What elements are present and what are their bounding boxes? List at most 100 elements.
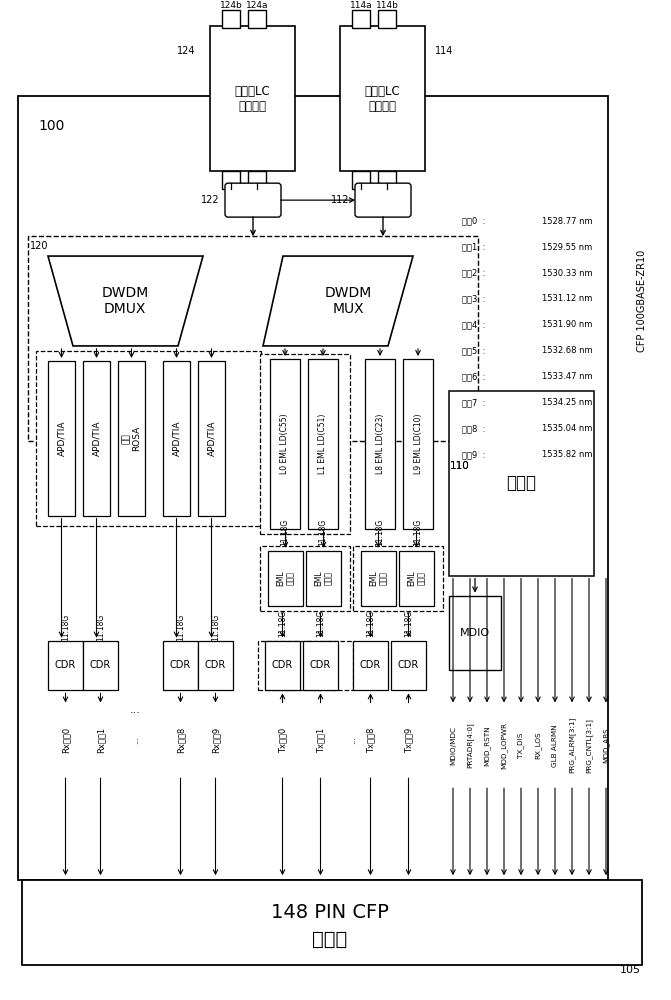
Text: APD/TIA: APD/TIA <box>172 421 181 456</box>
Text: PRG_ALRM[3:1]: PRG_ALRM[3:1] <box>568 717 575 773</box>
Text: Rx通道1: Rx通道1 <box>96 727 105 753</box>
Bar <box>258 641 353 690</box>
Text: Rx通道0: Rx通道0 <box>61 727 70 753</box>
Bar <box>449 391 594 576</box>
Text: 通道6  :: 通道6 : <box>462 372 485 381</box>
Text: 110: 110 <box>450 461 470 471</box>
Text: 11.18G: 11.18G <box>413 519 423 546</box>
Text: 148 PIN CFP: 148 PIN CFP <box>271 903 389 922</box>
Text: 通道0  :: 通道0 : <box>462 217 485 226</box>
Text: ...: ... <box>348 736 357 744</box>
Text: 通道4  :: 通道4 : <box>462 320 485 329</box>
Text: 通道3  :: 通道3 : <box>462 294 485 303</box>
Text: L8 EML LD(C23): L8 EML LD(C23) <box>376 414 384 474</box>
Bar <box>391 641 426 690</box>
Bar <box>198 641 233 690</box>
Bar <box>340 26 425 171</box>
Text: L0 EML LD(C55): L0 EML LD(C55) <box>280 413 289 474</box>
Text: CDR: CDR <box>310 660 331 670</box>
Text: 11.18G: 11.18G <box>319 519 327 546</box>
Bar <box>163 361 190 516</box>
Text: 11.18G: 11.18G <box>96 614 105 641</box>
Text: 1535.82 nm: 1535.82 nm <box>542 450 592 459</box>
Text: 122: 122 <box>201 195 219 205</box>
Text: 集成
ROSA: 集成 ROSA <box>122 426 141 451</box>
Text: Rx通道9: Rx通道9 <box>211 727 220 753</box>
Bar <box>48 361 75 516</box>
Text: CDR: CDR <box>55 660 76 670</box>
Text: 11.18G: 11.18G <box>404 610 413 637</box>
Bar <box>248 171 266 189</box>
Text: L9 EML LD(C10): L9 EML LD(C10) <box>413 414 423 474</box>
Text: DWDM
DMUX: DWDM DMUX <box>101 286 148 316</box>
Text: 114a: 114a <box>350 1 372 10</box>
Bar <box>378 171 396 189</box>
FancyBboxPatch shape <box>355 183 411 217</box>
Text: 双工式LC
光连接器: 双工式LC 光连接器 <box>235 85 270 113</box>
Bar <box>449 596 501 670</box>
Bar <box>222 10 240 28</box>
Bar <box>118 361 145 516</box>
Text: 100: 100 <box>38 119 64 133</box>
Text: 1530.33 nm: 1530.33 nm <box>542 269 592 278</box>
Bar <box>353 641 388 690</box>
FancyBboxPatch shape <box>225 183 281 217</box>
Bar <box>378 10 396 28</box>
Text: DWDM
MUX: DWDM MUX <box>324 286 372 316</box>
Bar <box>210 26 295 171</box>
Text: Rx通道8: Rx通道8 <box>176 727 185 753</box>
Bar <box>48 641 83 690</box>
Text: CDR: CDR <box>272 660 293 670</box>
Text: 11.18G: 11.18G <box>211 614 220 641</box>
Bar <box>352 10 370 28</box>
Text: 124a: 124a <box>246 1 268 10</box>
Bar <box>268 551 303 606</box>
Text: 1533.47 nm: 1533.47 nm <box>542 372 592 381</box>
Text: GLB ALRMN: GLB ALRMN <box>552 724 558 767</box>
Bar <box>22 880 642 965</box>
Text: 1529.55 nm: 1529.55 nm <box>542 243 592 252</box>
Text: CDR: CDR <box>398 660 419 670</box>
Text: CFP 100GBASE-ZR10: CFP 100GBASE-ZR10 <box>637 250 647 352</box>
Text: EML
驱动部: EML 驱动部 <box>314 570 333 586</box>
Text: 124b: 124b <box>219 1 242 10</box>
Text: MOD_ABS: MOD_ABS <box>603 728 609 763</box>
Text: EML
驱动部: EML 驱动部 <box>276 570 295 586</box>
Text: Tx通道1: Tx通道1 <box>316 728 325 753</box>
Text: CDR: CDR <box>170 660 191 670</box>
Bar <box>270 359 300 529</box>
Text: EML
驱动部: EML 驱动部 <box>369 570 389 586</box>
Text: 11.18G: 11.18G <box>278 610 287 637</box>
Text: 连接器: 连接器 <box>313 930 348 949</box>
Bar <box>18 96 608 880</box>
Bar <box>28 236 478 441</box>
Text: 1534.25 nm: 1534.25 nm <box>542 398 592 407</box>
Text: L1 EML LD(C51): L1 EML LD(C51) <box>319 414 327 474</box>
Text: 1531.90 nm: 1531.90 nm <box>542 320 592 329</box>
Text: 1535.04 nm: 1535.04 nm <box>542 424 592 433</box>
Text: CDR: CDR <box>205 660 226 670</box>
Bar <box>198 361 225 516</box>
Text: APD/TIA: APD/TIA <box>92 421 101 456</box>
Text: 控制器: 控制器 <box>507 474 537 492</box>
Bar <box>353 546 443 611</box>
Bar <box>308 359 338 529</box>
Text: 11.18G: 11.18G <box>366 610 375 637</box>
Bar <box>248 10 266 28</box>
Text: 通道5  :: 通道5 : <box>462 346 485 355</box>
Text: MOD_RSTN: MOD_RSTN <box>484 725 491 766</box>
Text: Tx通道8: Tx通道8 <box>366 728 375 753</box>
Text: 11.18G: 11.18G <box>316 610 325 637</box>
Text: ...: ... <box>131 736 140 744</box>
Bar <box>260 546 350 611</box>
Bar <box>265 641 300 690</box>
Bar <box>163 641 198 690</box>
Text: 通道8  :: 通道8 : <box>462 424 485 433</box>
Text: 105: 105 <box>620 965 641 975</box>
Text: MDIO/MDC: MDIO/MDC <box>450 726 456 765</box>
Text: 11.18G: 11.18G <box>61 614 70 641</box>
Text: EML
驱动部: EML 驱动部 <box>407 570 426 586</box>
Text: 通道7  :: 通道7 : <box>462 398 485 407</box>
Text: 11.18G: 11.18G <box>176 614 185 641</box>
Text: 通道2  :: 通道2 : <box>462 269 485 278</box>
